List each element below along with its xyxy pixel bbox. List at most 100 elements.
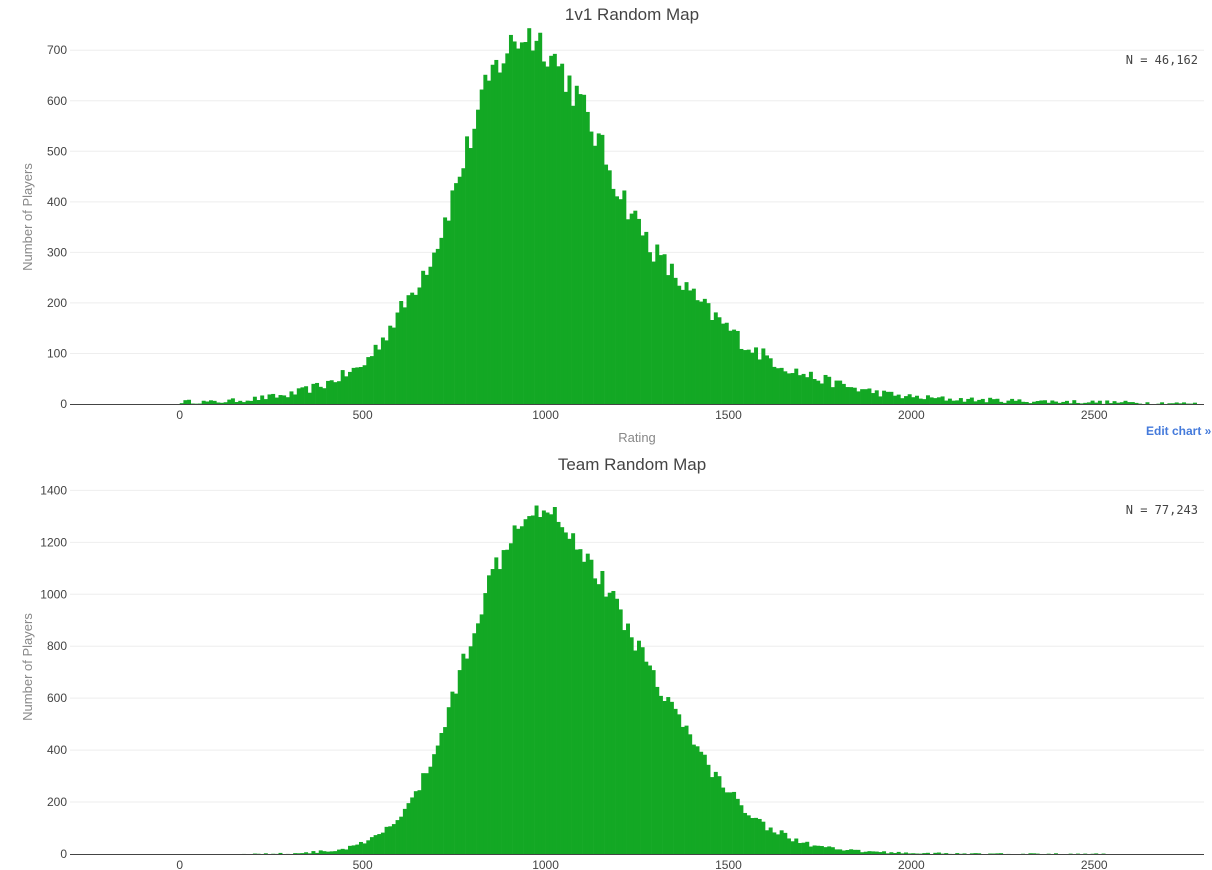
- histogram-bar[interactable]: [256, 400, 261, 404]
- histogram-bar[interactable]: [871, 393, 876, 404]
- histogram-bar[interactable]: [677, 285, 682, 404]
- histogram-bar[interactable]: [710, 777, 715, 854]
- histogram-bar[interactable]: [454, 693, 459, 854]
- histogram-bar[interactable]: [878, 396, 883, 404]
- histogram-bar[interactable]: [337, 849, 341, 854]
- histogram-bar[interactable]: [307, 853, 312, 854]
- histogram-bar[interactable]: [571, 105, 576, 404]
- histogram-bar[interactable]: [845, 849, 850, 854]
- histogram-bar[interactable]: [893, 853, 898, 854]
- histogram-bar[interactable]: [797, 843, 802, 854]
- histogram-bar[interactable]: [699, 301, 704, 404]
- histogram-bar[interactable]: [593, 578, 598, 854]
- histogram-bar[interactable]: [589, 131, 594, 404]
- histogram-bar[interactable]: [600, 134, 605, 404]
- histogram-bar[interactable]: [461, 168, 466, 404]
- histogram-bar[interactable]: [889, 852, 894, 854]
- histogram-bar[interactable]: [519, 42, 524, 404]
- histogram-bar[interactable]: [538, 517, 543, 854]
- histogram-bar[interactable]: [487, 80, 491, 405]
- histogram-bar[interactable]: [245, 400, 250, 404]
- histogram-bar[interactable]: [710, 320, 715, 404]
- histogram-bar[interactable]: [490, 569, 495, 854]
- histogram-bar[interactable]: [1010, 398, 1015, 404]
- histogram-bar[interactable]: [633, 650, 638, 854]
- histogram-bar[interactable]: [721, 323, 726, 404]
- histogram-bar[interactable]: [1182, 402, 1187, 404]
- histogram-bar[interactable]: [318, 850, 323, 854]
- histogram-bar[interactable]: [585, 111, 590, 405]
- histogram-bar[interactable]: [1134, 402, 1139, 404]
- histogram-bar[interactable]: [402, 307, 407, 404]
- histogram-bar[interactable]: [936, 852, 941, 854]
- histogram-bar[interactable]: [358, 841, 363, 854]
- histogram-bar[interactable]: [593, 145, 598, 404]
- histogram-bar[interactable]: [991, 399, 996, 404]
- histogram-bar[interactable]: [457, 670, 462, 854]
- histogram-bar[interactable]: [691, 744, 696, 854]
- histogram-bar[interactable]: [680, 726, 685, 854]
- histogram-bar[interactable]: [223, 402, 228, 404]
- histogram-bar[interactable]: [285, 397, 290, 404]
- histogram-bar[interactable]: [915, 395, 919, 404]
- histogram-bar[interactable]: [179, 403, 184, 404]
- histogram-bar[interactable]: [655, 244, 660, 404]
- histogram-bar[interactable]: [900, 853, 905, 854]
- histogram-bar[interactable]: [980, 398, 985, 404]
- histogram-bar[interactable]: [1178, 403, 1183, 404]
- histogram-bar[interactable]: [388, 826, 393, 854]
- histogram-bar[interactable]: [732, 329, 737, 404]
- histogram-bar[interactable]: [958, 398, 963, 404]
- histogram-bar[interactable]: [604, 596, 609, 854]
- histogram-bar[interactable]: [1028, 403, 1033, 404]
- histogram-bar[interactable]: [205, 401, 210, 404]
- histogram-bar[interactable]: [424, 773, 429, 854]
- histogram-bar[interactable]: [1054, 853, 1058, 854]
- histogram-bar[interactable]: [212, 400, 217, 404]
- histogram-bar[interactable]: [563, 532, 568, 854]
- histogram-bar[interactable]: [1097, 400, 1102, 404]
- histogram-bar[interactable]: [845, 387, 850, 404]
- histogram-bar[interactable]: [388, 325, 393, 404]
- histogram-bar[interactable]: [395, 312, 400, 404]
- histogram-bar[interactable]: [351, 845, 356, 854]
- histogram-bar[interactable]: [838, 380, 843, 404]
- histogram-bar[interactable]: [1021, 401, 1026, 404]
- histogram-bar[interactable]: [527, 516, 532, 854]
- histogram-bar[interactable]: [706, 764, 711, 854]
- histogram-bar[interactable]: [450, 691, 455, 854]
- histogram-bar[interactable]: [615, 598, 620, 854]
- histogram-bar[interactable]: [772, 832, 777, 854]
- histogram-bar[interactable]: [1046, 402, 1051, 404]
- histogram-bar[interactable]: [465, 136, 470, 404]
- histogram-bar[interactable]: [805, 841, 810, 854]
- histogram-bar[interactable]: [490, 64, 495, 404]
- histogram-bar[interactable]: [878, 852, 883, 854]
- histogram-bar[interactable]: [706, 303, 711, 404]
- histogram-bar[interactable]: [776, 368, 780, 404]
- histogram-bar[interactable]: [695, 746, 700, 854]
- histogram-bar[interactable]: [907, 394, 912, 404]
- histogram-bar[interactable]: [538, 32, 543, 405]
- histogram-bar[interactable]: [1035, 401, 1040, 404]
- histogram-bar[interactable]: [896, 851, 901, 854]
- histogram-bar[interactable]: [1068, 403, 1073, 404]
- histogram-bar[interactable]: [399, 301, 404, 404]
- histogram-bar[interactable]: [644, 231, 649, 404]
- histogram-bar[interactable]: [651, 670, 656, 854]
- histogram-bar[interactable]: [589, 559, 594, 854]
- histogram-bar[interactable]: [757, 359, 762, 404]
- histogram-bar[interactable]: [977, 399, 982, 404]
- histogram-bar[interactable]: [1006, 400, 1011, 404]
- histogram-bar[interactable]: [911, 397, 916, 404]
- histogram-bar[interactable]: [1094, 402, 1099, 404]
- histogram-bar[interactable]: [1112, 401, 1117, 404]
- histogram-bar[interactable]: [534, 505, 539, 854]
- histogram-bar[interactable]: [501, 63, 506, 405]
- histogram-bar[interactable]: [728, 792, 733, 854]
- histogram-bar[interactable]: [1039, 400, 1044, 404]
- histogram-bar[interactable]: [728, 330, 733, 404]
- histogram-bar[interactable]: [578, 549, 583, 854]
- histogram-bar[interactable]: [838, 849, 843, 854]
- histogram-bar[interactable]: [402, 808, 407, 854]
